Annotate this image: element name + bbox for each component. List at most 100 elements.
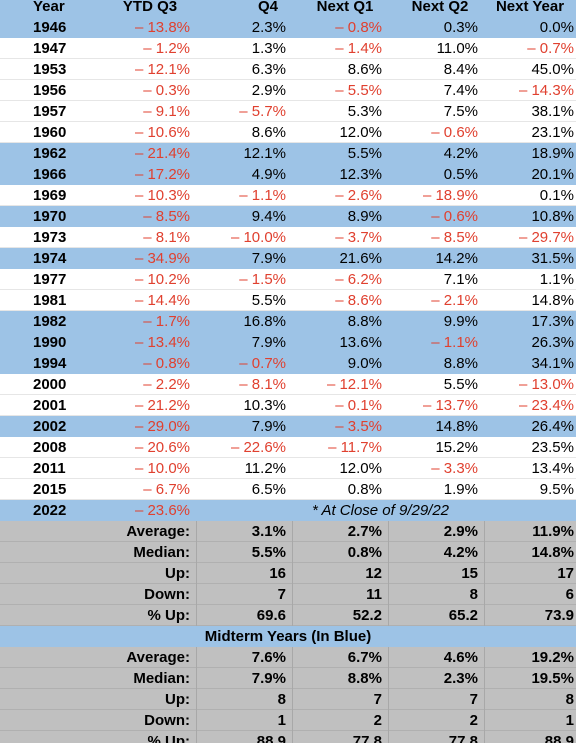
summary-row: Down: 7 11 8 6 [0,584,576,605]
data-row: 1960 – 10.6% 8.6% 12.0% – 0.6% 23.1% [0,122,576,143]
year-cell: 1957 [33,103,67,120]
header-cell: Q4 [257,0,279,15]
value-cell: 4.2% [443,145,478,162]
value-cell: – 12.1% [326,376,382,393]
value-cell: 9.5% [539,481,574,498]
value-cell: – 10.0% [134,460,190,477]
year-cell: 1994 [33,355,67,372]
value-cell: – 23.6% [134,502,190,519]
section-row: Midterm Years (In Blue) [0,626,576,647]
value-cell: 23.1% [531,124,574,141]
year-cell: 2000 [33,376,67,393]
value-cell: – 13.8% [134,19,190,36]
value-cell: 4.9% [251,166,286,183]
value-cell: – 6.2% [335,271,382,288]
column-divider [292,668,293,689]
value-cell: – 12.1% [134,61,190,78]
value-cell: – 5.5% [335,82,382,99]
data-row: 1973 – 8.1% – 10.0% – 3.7% – 8.5% – 29.7% [0,227,576,248]
column-divider [484,668,485,689]
summary-value: 15 [461,565,478,582]
data-row: 1990 – 13.4% 7.9% 13.6% – 1.1% 26.3% [0,332,576,353]
year-cell: 1981 [33,292,67,309]
summary-value: 6.7% [347,649,382,666]
value-cell: – 8.1% [143,229,190,246]
summary-value: 8 [469,586,478,603]
value-cell: 18.9% [531,145,574,162]
summary-label: Median: [133,544,190,561]
value-cell: – 3.7% [335,229,382,246]
data-row: 1974 – 34.9% 7.9% 21.6% 14.2% 31.5% [0,248,576,269]
summary-value: 65.2 [448,607,478,624]
column-divider [388,668,389,689]
data-row: 1977 – 10.2% – 1.5% – 6.2% 7.1% 1.1% [0,269,576,290]
summary-row: % Up: 88.9 77.8 77.8 88.9 [0,731,576,743]
value-cell: 10.3% [243,397,286,414]
value-cell: – 29.7% [518,229,574,246]
value-cell: – 1.7% [143,313,190,330]
value-cell: 1.1% [539,271,574,288]
column-divider [292,647,293,668]
value-cell: 6.5% [251,481,286,498]
column-divider [196,731,197,743]
summary-value: 88.9 [544,733,574,743]
summary-value: 7.9% [251,670,286,687]
summary-value: 77.8 [352,733,382,743]
column-divider [484,710,485,731]
value-cell: – 0.6% [431,208,478,225]
data-row: 2011 – 10.0% 11.2% 12.0% – 3.3% 13.4% [0,458,576,479]
column-divider [292,542,293,563]
summary-value: 4.2% [443,544,478,561]
value-cell: – 20.6% [134,439,190,456]
summary-value: 7 [469,691,478,708]
value-cell: – 10.2% [134,271,190,288]
column-divider [484,542,485,563]
summary-value: 7 [277,586,286,603]
year-cell: 1969 [33,187,67,204]
value-cell: – 2.1% [431,292,478,309]
value-cell: – 8.5% [143,208,190,225]
value-cell: 14.8% [531,292,574,309]
summary-row: Up: 8 7 7 8 [0,689,576,710]
data-row: 2015 – 6.7% 6.5% 0.8% 1.9% 9.5% [0,479,576,500]
summary-value: 12 [365,565,382,582]
data-row: 2002 – 29.0% 7.9% – 3.5% 14.8% 26.4% [0,416,576,437]
value-cell: – 17.2% [134,166,190,183]
summary-value: 2 [469,712,478,729]
column-divider [292,731,293,743]
data-row: 1962 – 21.4% 12.1% 5.5% 4.2% 18.9% [0,143,576,164]
value-cell: 17.3% [531,313,574,330]
summary-value: 0.8% [347,544,382,561]
value-cell: – 1.2% [143,40,190,57]
year-cell: 1982 [33,313,67,330]
year-cell: 2008 [33,439,67,456]
value-cell: 8.8% [347,313,382,330]
value-cell: – 10.3% [134,187,190,204]
value-cell: – 1.1% [431,334,478,351]
value-cell: – 1.4% [335,40,382,57]
column-divider [196,521,197,542]
value-cell: 8.6% [251,124,286,141]
value-cell: 0.1% [539,187,574,204]
summary-value: 19.2% [531,649,574,666]
year-cell: 2001 [33,397,67,414]
summary-value: 19.5% [531,670,574,687]
value-cell: – 21.4% [134,145,190,162]
column-divider [388,584,389,605]
summary-label: % Up: [147,733,191,743]
summary-row: % Up: 69.6 52.2 65.2 73.9 [0,605,576,626]
value-cell: 0.3% [443,19,478,36]
year-cell: 1973 [33,229,67,246]
summary-row: Median: 7.9% 8.8% 2.3% 19.5% [0,668,576,689]
data-row: 2008 – 20.6% – 22.6% – 11.7% 15.2% 23.5% [0,437,576,458]
value-cell: 9.9% [443,313,478,330]
column-divider [196,689,197,710]
summary-value: 77.8 [448,733,478,743]
summary-value: 69.6 [256,607,286,624]
value-cell: – 2.2% [143,376,190,393]
value-cell: 5.5% [347,145,382,162]
value-cell: 2.9% [251,82,286,99]
column-divider [388,689,389,710]
value-cell: – 8.1% [239,376,286,393]
year-cell: 1947 [33,40,67,57]
